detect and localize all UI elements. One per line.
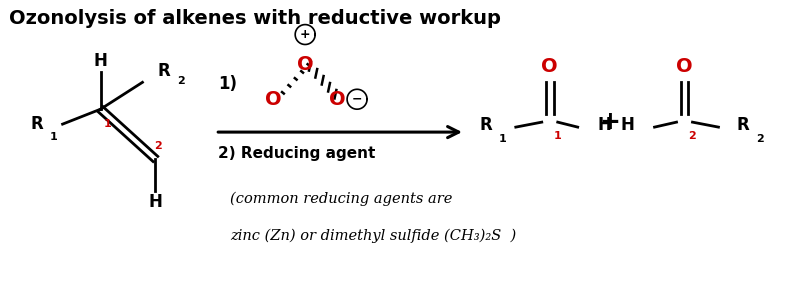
Text: −: −	[352, 93, 362, 106]
Text: O: O	[297, 55, 313, 74]
Text: 1: 1	[499, 134, 507, 144]
Text: 2: 2	[154, 141, 162, 151]
Text: R: R	[479, 116, 492, 134]
Text: H: H	[149, 193, 162, 211]
Text: O: O	[329, 90, 345, 109]
Text: O: O	[676, 57, 693, 76]
FancyArrowPatch shape	[218, 126, 459, 138]
Text: H: H	[93, 52, 107, 71]
Text: +: +	[300, 28, 311, 41]
Text: H: H	[621, 116, 634, 134]
Text: +: +	[599, 110, 620, 134]
Text: 1: 1	[50, 132, 58, 142]
Text: Ozonolysis of alkenes with reductive workup: Ozonolysis of alkenes with reductive wor…	[9, 9, 500, 28]
Text: 2) Reducing agent: 2) Reducing agent	[218, 147, 376, 161]
Text: 2: 2	[689, 131, 697, 141]
Text: O: O	[542, 57, 558, 76]
Text: R: R	[737, 116, 749, 134]
Text: 2: 2	[757, 134, 764, 144]
Text: zinc (Zn) or dimethyl sulfide (CH₃)₂S  ): zinc (Zn) or dimethyl sulfide (CH₃)₂S )	[230, 228, 516, 243]
Text: 2: 2	[177, 76, 185, 86]
Text: O: O	[265, 90, 281, 109]
Text: H: H	[598, 116, 611, 134]
Text: 1: 1	[104, 119, 111, 129]
Text: R: R	[30, 115, 43, 133]
Text: 1): 1)	[218, 75, 237, 93]
Text: R: R	[157, 62, 170, 80]
Text: 1: 1	[554, 131, 562, 141]
Text: (common reducing agents are: (common reducing agents are	[230, 192, 453, 206]
